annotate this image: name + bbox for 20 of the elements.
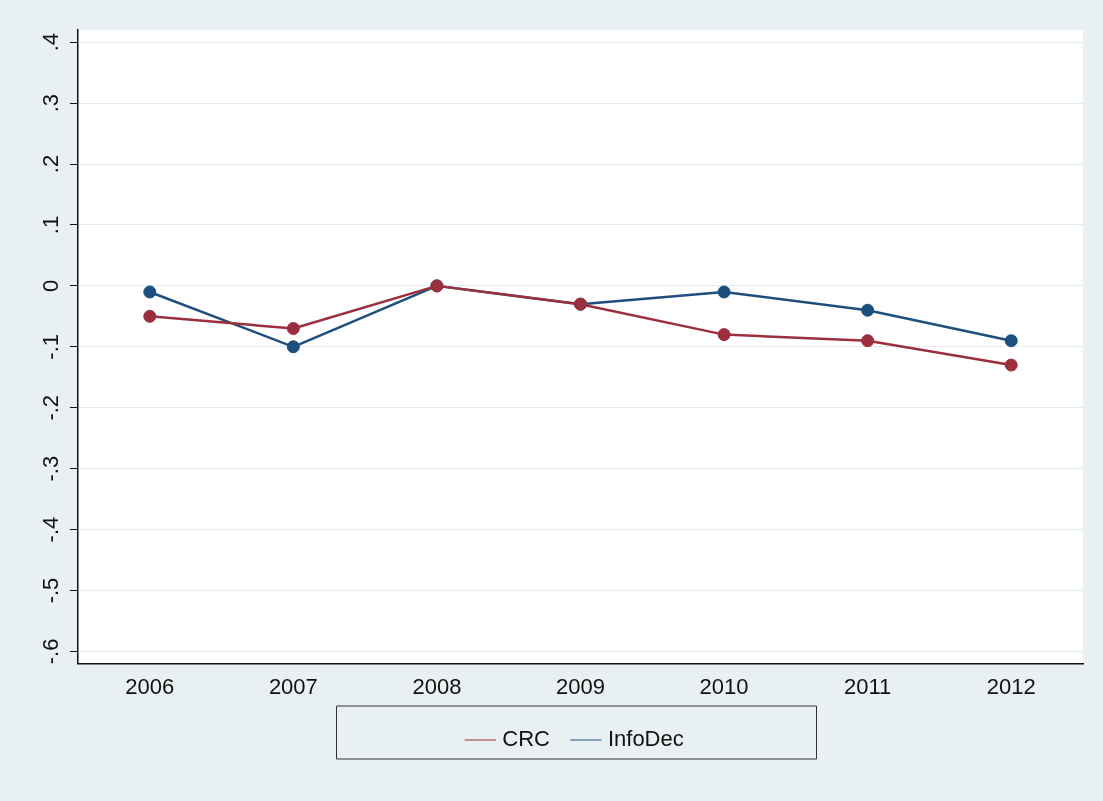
y-tick-label: .1 bbox=[38, 215, 64, 235]
y-tick-label: -.3 bbox=[38, 455, 64, 482]
x-tick-label: 2010 bbox=[699, 673, 749, 699]
y-tick-label: .3 bbox=[38, 93, 64, 113]
x-tick-label: 2006 bbox=[125, 673, 175, 699]
x-tick-label: 2008 bbox=[412, 673, 462, 699]
y-tick-label: -.5 bbox=[38, 577, 64, 604]
y-tick-label: 0 bbox=[38, 279, 64, 292]
legend-label: CRC bbox=[502, 726, 551, 752]
y-tick-label: -.6 bbox=[38, 638, 64, 665]
y-tick-label: -.2 bbox=[38, 394, 64, 421]
x-tick-label: 2012 bbox=[986, 673, 1036, 699]
y-tick-label: -.1 bbox=[38, 333, 64, 360]
y-tick-label: .4 bbox=[38, 33, 64, 52]
y-tick-label: .2 bbox=[38, 154, 64, 174]
x-tick-label: 2009 bbox=[556, 673, 605, 699]
x-tick-label: 2011 bbox=[843, 673, 892, 699]
x-tick-label: 2007 bbox=[268, 673, 318, 699]
legend-label: InfoDec bbox=[607, 726, 684, 752]
y-tick-label: -.4 bbox=[38, 516, 64, 543]
